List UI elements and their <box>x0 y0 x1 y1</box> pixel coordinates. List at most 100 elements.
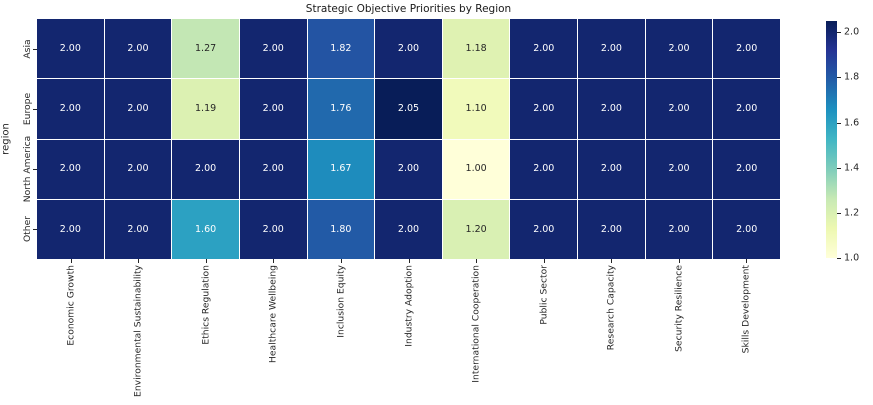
cell-value: 1.00 <box>465 163 487 175</box>
cell-value: 2.00 <box>668 223 690 235</box>
heatmap-cell: 1.18 <box>442 19 510 79</box>
cell-value: 2.00 <box>533 163 555 175</box>
cell-value: 2.00 <box>600 163 622 175</box>
heatmap-cell: 2.00 <box>510 19 578 79</box>
colorbar-tick-label: 1.6 <box>844 117 860 129</box>
chart-title: Strategic Objective Priorities by Region <box>305 3 512 15</box>
cell-value: 2.00 <box>736 163 758 175</box>
x-tick-label: Industry Adoption <box>403 265 414 347</box>
cell-value: 2.00 <box>736 223 758 235</box>
x-tick-label: Ethics Regulation <box>200 265 212 345</box>
heatmap-cell: 1.20 <box>442 199 510 259</box>
colorbar-tick-mark <box>837 167 841 169</box>
cell-value: 2.00 <box>262 163 284 175</box>
cell-value: 1.18 <box>465 42 487 54</box>
heatmap-cell: 2.00 <box>713 79 780 139</box>
y-tick-label: Other <box>22 215 33 243</box>
colorbar-tick-mark <box>837 212 841 214</box>
x-tick-label: Environmental Sustainability <box>132 265 144 397</box>
heatmap-cell: 2.00 <box>37 19 104 79</box>
cell-value: 2.00 <box>600 42 622 54</box>
cell-value: 2.00 <box>59 163 81 175</box>
heatmap-cell: 2.00 <box>37 199 104 259</box>
cell-value: 2.00 <box>533 103 555 115</box>
colorbar-tick-mark <box>837 258 841 259</box>
cell-value: 2.00 <box>59 223 81 235</box>
cell-value: 2.00 <box>533 223 555 235</box>
cell-value: 1.60 <box>195 223 217 235</box>
cell-value: 2.00 <box>127 103 149 115</box>
cell-value: 2.00 <box>397 163 420 175</box>
colorbar-tick-label: 2.0 <box>844 26 860 38</box>
x-tick-mark <box>205 259 207 263</box>
y-tick-label: Europe <box>22 92 33 126</box>
heatmap-cell: 1.80 <box>307 199 375 259</box>
x-tick-mark <box>611 259 613 263</box>
heatmap-cell: 2.00 <box>713 199 780 259</box>
heatmap-cell: 2.00 <box>172 139 239 199</box>
colorbar-tick-label: 1.4 <box>844 162 860 174</box>
heatmap-cell: 1.27 <box>172 19 239 79</box>
heatmap-cell: 2.00 <box>645 199 713 259</box>
cell-value: 2.00 <box>668 42 690 54</box>
heatmap-cell: 2.00 <box>510 79 578 139</box>
y-tick-mark <box>33 49 37 50</box>
heatmap-cell: 2.00 <box>510 139 578 199</box>
y-tick-mark <box>33 229 37 230</box>
heatmap-cell: 2.00 <box>239 19 307 79</box>
x-tick-mark <box>70 259 72 263</box>
colorbar-gradient <box>826 21 837 258</box>
cell-value: 1.80 <box>330 223 352 235</box>
x-tick-mark <box>138 259 140 263</box>
y-tick-label: Asia <box>22 39 33 59</box>
x-tick-label: Skills Development <box>740 265 752 354</box>
x-tick-mark <box>543 259 545 263</box>
heatmap-cell: 2.00 <box>104 79 172 139</box>
heatmap-cell: 2.05 <box>375 79 442 139</box>
cell-value: 2.00 <box>668 163 690 175</box>
cell-value: 2.05 <box>397 103 420 115</box>
cell-value: 2.00 <box>397 42 420 54</box>
heatmap-cell: 2.00 <box>645 19 713 79</box>
cell-value: 1.10 <box>465 103 487 115</box>
heatmap-cell: 2.00 <box>645 139 713 199</box>
cell-value: 1.20 <box>465 223 487 235</box>
heatmap-cell: 2.00 <box>104 139 172 199</box>
heatmap-cell: 2.00 <box>104 199 172 259</box>
heatmap-cell: 1.19 <box>172 79 239 139</box>
heatmap-cell: 1.10 <box>442 79 510 139</box>
cell-value: 2.00 <box>262 42 284 54</box>
x-tick-mark <box>476 259 478 263</box>
colorbar-tick-label: 1.2 <box>844 207 860 219</box>
heatmap-cell: 2.00 <box>375 19 442 79</box>
cell-value: 2.00 <box>262 223 284 235</box>
cell-value: 2.00 <box>600 103 622 115</box>
heatmap-cell: 1.67 <box>307 139 375 199</box>
cell-value: 2.00 <box>600 223 622 235</box>
colorbar-tick-label: 1.8 <box>844 71 860 83</box>
heatmap-cell: 2.00 <box>239 79 307 139</box>
heatmap-cell: 2.00 <box>239 139 307 199</box>
y-tick-mark <box>33 109 37 110</box>
x-tick-label: Inclusion Equity <box>335 265 347 338</box>
x-tick-label: International Cooperation <box>470 265 482 383</box>
cell-value: 2.00 <box>262 103 284 115</box>
heatmap-cell: 2.00 <box>578 19 645 79</box>
cell-value: 2.00 <box>533 42 555 54</box>
y-tick-label: North America <box>22 135 33 203</box>
x-tick-label: Economic Growth <box>65 265 77 346</box>
cell-value: 2.00 <box>736 103 758 115</box>
cell-value: 2.00 <box>195 163 217 175</box>
x-tick-label: Healthcare Wellbeing <box>267 265 279 363</box>
x-tick-mark <box>340 259 342 263</box>
colorbar-tick-label: 1.0 <box>844 252 860 264</box>
x-tick-mark <box>746 259 748 263</box>
heatmap-cell: 1.76 <box>307 79 375 139</box>
cell-value: 1.82 <box>330 42 352 54</box>
x-tick-label: Public Sector <box>538 265 550 325</box>
x-tick-label: Research Capacity <box>605 265 617 351</box>
heatmap-cell: 2.00 <box>510 199 578 259</box>
heatmap-cell: 2.00 <box>645 79 713 139</box>
colorbar-tick-mark <box>837 122 841 124</box>
